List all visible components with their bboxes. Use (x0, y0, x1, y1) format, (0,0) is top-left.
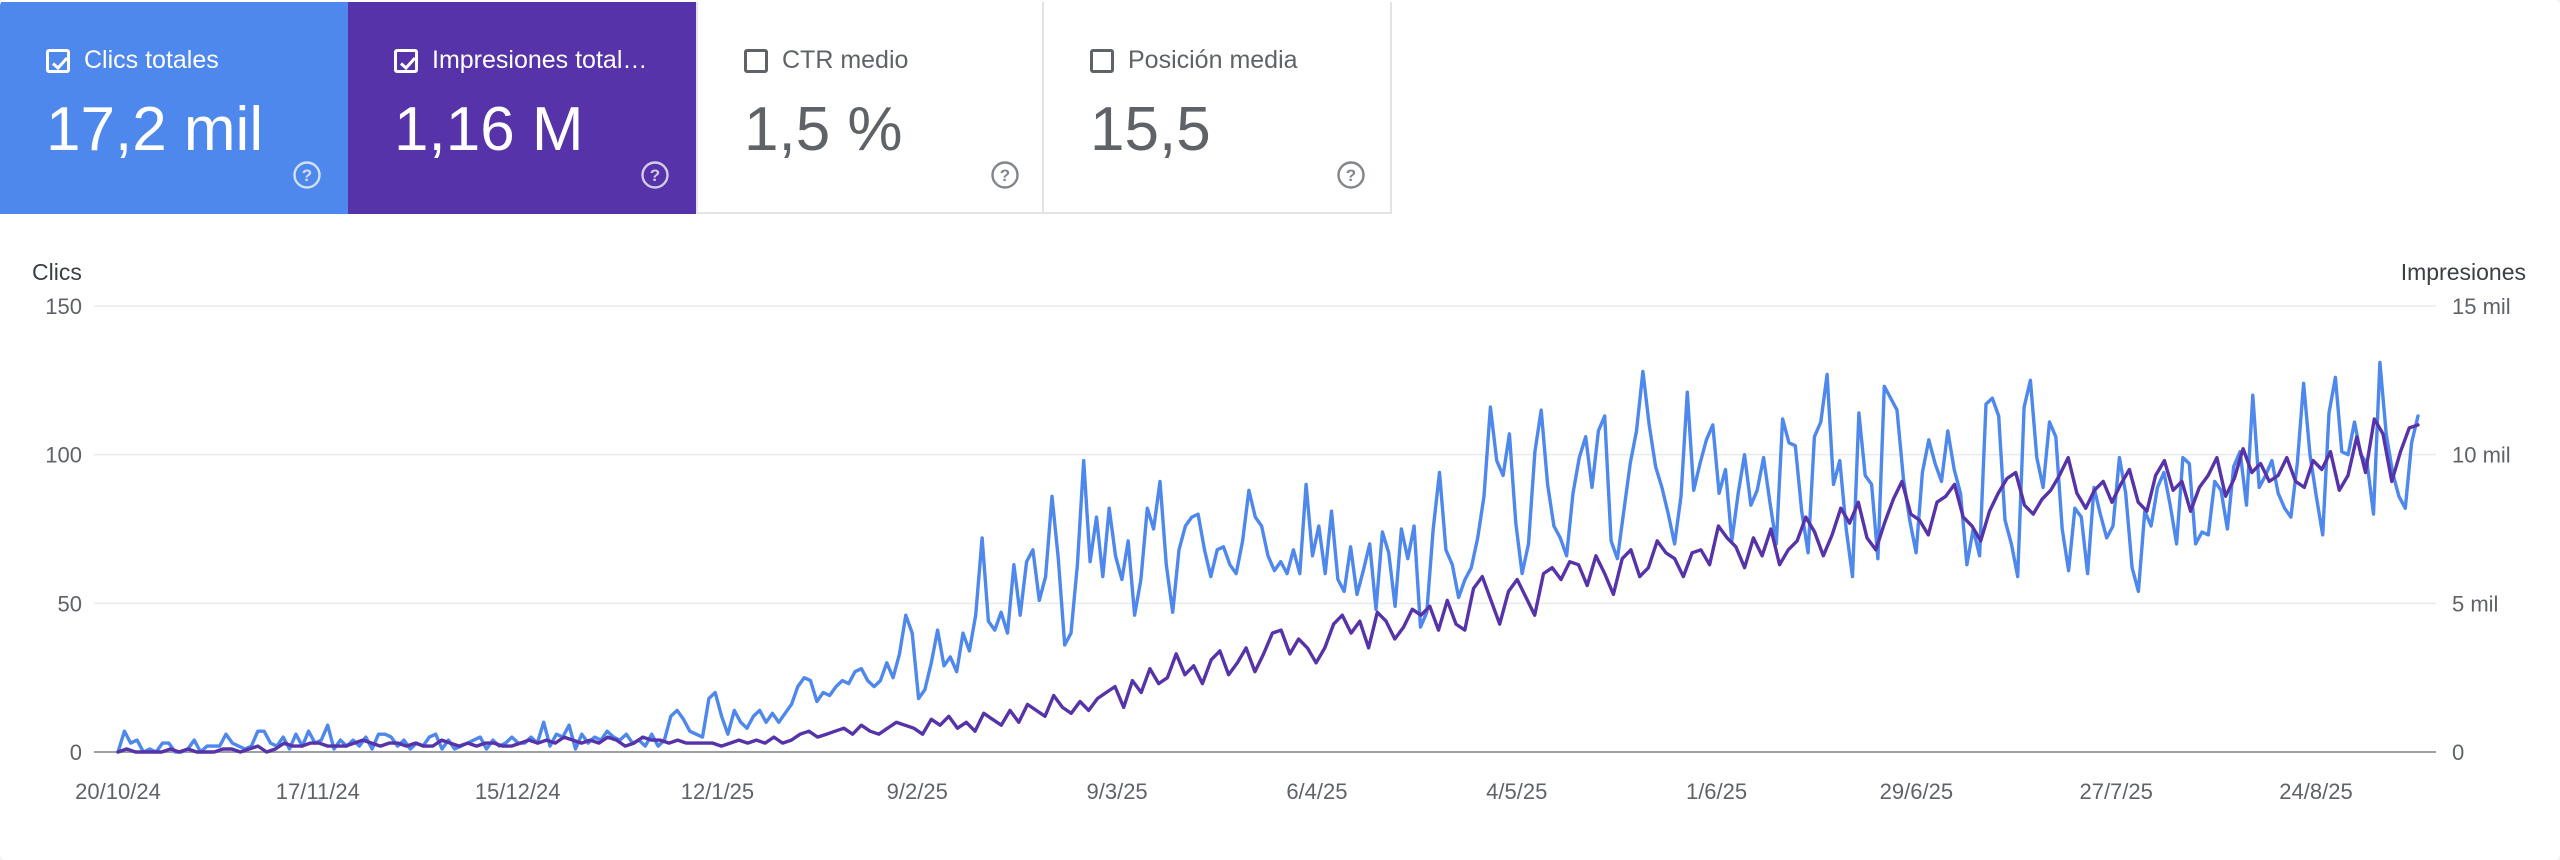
axis-ticks: 0 0 50 5 mil 100 10 mil 150 15 mil (45, 294, 2510, 765)
svg-text:?: ? (650, 166, 660, 185)
metric-average-position[interactable]: Posición media 15,5 ? (1044, 2, 1392, 214)
metric-average-ctr[interactable]: CTR medio 1,5 % ? (696, 2, 1044, 214)
metric-value: 15,5 (1090, 95, 1211, 164)
x-tick-label: 24/8/25 (2279, 779, 2352, 804)
metric-value: 1,16 M (394, 95, 584, 164)
impressions-series-line (116, 417, 2420, 754)
metric-label: Posición media (1128, 46, 1298, 74)
gridlines (94, 305, 2436, 753)
performance-chart[interactable]: Clics Impresiones 0 0 50 5 mil 100 10 mil 150 1… (0, 230, 2560, 820)
series-lines (116, 360, 2420, 754)
checkbox-unchecked-icon[interactable] (1090, 48, 1114, 73)
help-icon[interactable]: ? (292, 160, 322, 190)
metric-total-impressions[interactable]: Impresiones total… 1,16 M ? (348, 2, 696, 214)
svg-text:?: ? (302, 166, 312, 185)
x-tick-label: 9/2/25 (887, 779, 948, 804)
x-tick-label: 20/10/24 (75, 779, 161, 804)
x-tick-label: 6/4/25 (1286, 779, 1347, 804)
metric-value: 17,2 mil (46, 95, 264, 164)
help-icon[interactable]: ? (1336, 160, 1366, 190)
x-tick-label: 4/5/25 (1486, 779, 1547, 804)
svg-text:?: ? (1000, 166, 1010, 185)
right-tick-label: 15 mil (2452, 294, 2511, 319)
left-tick-label: 0 (70, 740, 82, 765)
x-axis-labels: 20/10/24 17/11/24 15/12/24 12/1/25 9/2/25 9/3… (75, 779, 2353, 804)
x-tick-label: 27/7/25 (2079, 779, 2152, 804)
help-icon[interactable]: ? (990, 160, 1020, 190)
x-tick-label: 1/6/25 (1686, 779, 1747, 804)
x-tick-label: 9/3/25 (1087, 779, 1148, 804)
checkbox-checked-icon[interactable] (46, 48, 70, 73)
clicks-series-line (116, 360, 2420, 754)
right-tick-label: 5 mil (2452, 591, 2498, 616)
x-tick-label: 17/11/24 (276, 779, 360, 804)
x-tick-label: 15/12/24 (475, 779, 561, 804)
right-axis-title: Impresiones (2401, 259, 2526, 285)
metric-label: Impresiones total… (432, 46, 648, 74)
checkbox-checked-icon[interactable] (394, 48, 418, 73)
x-tick-label: 29/6/25 (1880, 779, 1953, 804)
left-tick-label: 100 (45, 443, 82, 468)
left-tick-label: 50 (58, 591, 82, 616)
right-tick-label: 10 mil (2452, 443, 2511, 468)
right-tick-label: 0 (2452, 740, 2464, 765)
metric-label: Clics totales (84, 46, 219, 74)
svg-text:?: ? (1346, 166, 1356, 185)
help-icon[interactable]: ? (640, 160, 670, 190)
x-tick-label: 12/1/25 (681, 779, 754, 804)
metric-value: 1,5 % (744, 95, 903, 164)
left-tick-label: 150 (45, 294, 82, 319)
left-axis-title: Clics (32, 259, 82, 285)
metric-tabs: Clics totales 17,2 mil ? Impresiones tot… (0, 2, 1392, 214)
metric-total-clicks[interactable]: Clics totales 17,2 mil ? (0, 2, 348, 214)
metric-label: CTR medio (782, 46, 909, 74)
checkbox-unchecked-icon[interactable] (744, 48, 768, 73)
